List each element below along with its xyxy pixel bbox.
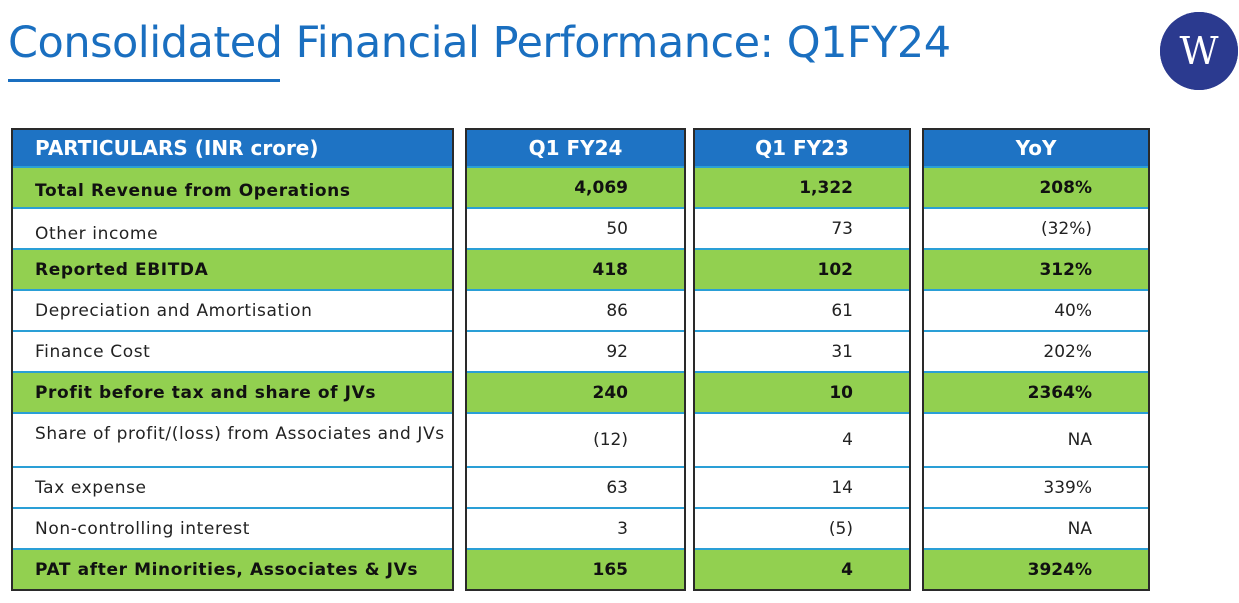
value-cell: 202%	[924, 330, 1148, 371]
value-cell: 1,322	[695, 166, 909, 207]
value-cell: 92	[467, 330, 684, 371]
header-q1fy23: Q1 FY23	[695, 130, 909, 166]
particulars-column: PARTICULARS (INR crore) Total Revenue fr…	[11, 128, 454, 591]
row-label: Tax expense	[13, 466, 452, 507]
value-cell: (5)	[695, 507, 909, 548]
row-label: PAT after Minorities, Associates & JVs	[13, 548, 452, 589]
value-cell: 165	[467, 548, 684, 589]
value-cell: 2364%	[924, 371, 1148, 412]
value-cell: (32%)	[924, 207, 1148, 248]
value-cell: 61	[695, 289, 909, 330]
value-cell: 339%	[924, 466, 1148, 507]
row-label: Depreciation and Amortisation	[13, 289, 452, 330]
q1fy23-column: Q1 FY23 1,322 73 102 61 31 10 4 14 (5) 4	[693, 128, 911, 591]
value-cell: NA	[924, 507, 1148, 548]
value-cell: 40%	[924, 289, 1148, 330]
row-label: Reported EBITDA	[13, 248, 452, 289]
page-title: Consolidated Financial Performance: Q1FY…	[8, 18, 951, 68]
logo-letter: W	[1179, 29, 1218, 73]
row-label: Finance Cost	[13, 330, 452, 371]
value-cell: 4,069	[467, 166, 684, 207]
value-cell: (12)	[467, 412, 684, 466]
value-cell: 73	[695, 207, 909, 248]
value-cell: 3	[467, 507, 684, 548]
value-cell: 312%	[924, 248, 1148, 289]
title-underline	[8, 79, 280, 82]
value-cell: 418	[467, 248, 684, 289]
q1fy24-column: Q1 FY24 4,069 50 418 86 92 240 (12) 63 3…	[465, 128, 686, 591]
row-label: Other income	[13, 207, 452, 248]
row-label: Non-controlling interest	[13, 507, 452, 548]
value-cell: 240	[467, 371, 684, 412]
header-yoy: YoY	[924, 130, 1148, 166]
value-cell: 10	[695, 371, 909, 412]
value-cell: 102	[695, 248, 909, 289]
value-cell: 14	[695, 466, 909, 507]
value-cell: 4	[695, 412, 909, 466]
value-cell: 63	[467, 466, 684, 507]
value-cell: 208%	[924, 166, 1148, 207]
row-label: Share of profit/(loss) from Associates a…	[13, 412, 452, 466]
value-cell: NA	[924, 412, 1148, 466]
value-cell: 4	[695, 548, 909, 589]
header-particulars: PARTICULARS (INR crore)	[13, 130, 452, 166]
row-label: Profit before tax and share of JVs	[13, 371, 452, 412]
row-label: Total Revenue from Operations	[13, 166, 452, 207]
yoy-column: YoY 208% (32%) 312% 40% 202% 2364% NA 33…	[922, 128, 1150, 591]
value-cell: 86	[467, 289, 684, 330]
value-cell: 50	[467, 207, 684, 248]
w-logo-icon: W	[1160, 12, 1238, 90]
value-cell: 3924%	[924, 548, 1148, 589]
value-cell: 31	[695, 330, 909, 371]
header-q1fy24: Q1 FY24	[467, 130, 684, 166]
